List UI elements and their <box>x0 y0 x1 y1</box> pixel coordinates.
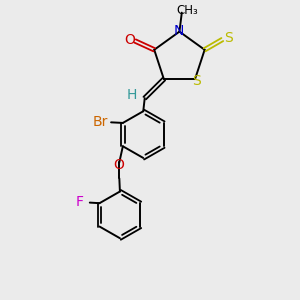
Text: F: F <box>76 195 84 209</box>
Text: Br: Br <box>92 115 108 129</box>
Text: O: O <box>124 33 135 47</box>
Text: S: S <box>192 74 201 88</box>
Text: S: S <box>224 32 233 45</box>
Text: O: O <box>113 158 124 172</box>
Text: H: H <box>126 88 137 102</box>
Text: N: N <box>173 24 184 38</box>
Text: CH₃: CH₃ <box>177 4 199 17</box>
